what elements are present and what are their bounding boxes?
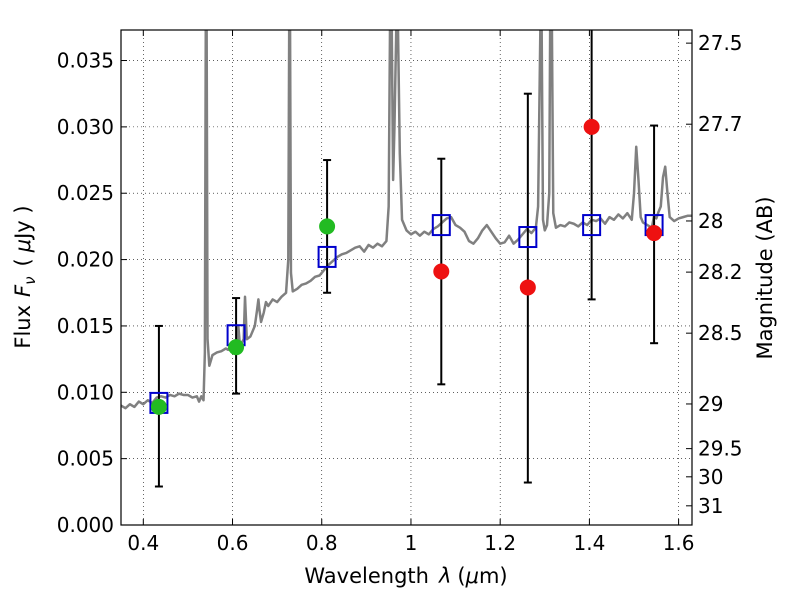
observed-photometry-point: [646, 225, 663, 242]
y-tick-label: 0.025: [57, 181, 114, 205]
model-photometry-point: [431, 214, 451, 237]
plot-frame: [120, 29, 693, 526]
y2-tick-label: 30: [698, 465, 723, 489]
observed-photometry-point: [433, 263, 450, 280]
observed-photometry-point: [583, 118, 600, 135]
y-tick-label: 0.010: [57, 380, 114, 404]
y-axis-label: FluxFν(μJy ): [11, 205, 39, 348]
plot-area: [121, 30, 692, 488]
x-tick-label: 1.4: [573, 531, 605, 555]
x-tick-label: 1: [405, 531, 418, 555]
x-axis-label: Wavelength λ (μm): [304, 564, 507, 588]
model-photometry-point: [518, 226, 538, 249]
y-tick-label: 0.000: [57, 513, 114, 537]
observed-photometry-point: [319, 218, 336, 235]
y-tick-label: 0.035: [57, 49, 114, 73]
axes: 0.4 0.6 0.8 1 1.2 1.4 1.6 0.000 0.005 0.010 0.015 0…: [57, 30, 743, 555]
y2-axis-label: Magnitude (AB): [753, 196, 777, 359]
y2-tick-label: 28.5: [698, 321, 743, 345]
y-tick-label: 0.030: [57, 115, 114, 139]
observed-photometry-point: [150, 398, 167, 415]
y2-tick-label: 27.7: [698, 112, 743, 136]
y2-tick-label: 31: [698, 494, 723, 518]
x-tick-label: 1.6: [663, 531, 695, 555]
model-spectrum-line: [121, 30, 692, 410]
observed-photometry-point: [519, 279, 536, 296]
y-tick-label: 0.005: [57, 447, 114, 471]
model-photometry-point: [317, 245, 337, 268]
model-photometry-point: [582, 214, 602, 237]
y-tick-label: 0.015: [57, 314, 114, 338]
y-tick-label: 0.020: [57, 248, 114, 272]
x-tick-label: 0.8: [306, 531, 338, 555]
x-tick-label: 0.4: [127, 531, 159, 555]
y2-tick-label: 27.5: [698, 31, 743, 55]
observed-photometry-point: [228, 339, 245, 356]
x-tick-label: 1.2: [484, 531, 516, 555]
y2-tick-label: 29: [698, 392, 723, 416]
grid-lines: [121, 30, 692, 526]
y2-tick-label: 28: [698, 209, 723, 233]
x-tick-label: 0.6: [217, 531, 249, 555]
y2-tick-label: 29.5: [698, 437, 743, 461]
y2-tick-label: 28.2: [698, 260, 743, 284]
